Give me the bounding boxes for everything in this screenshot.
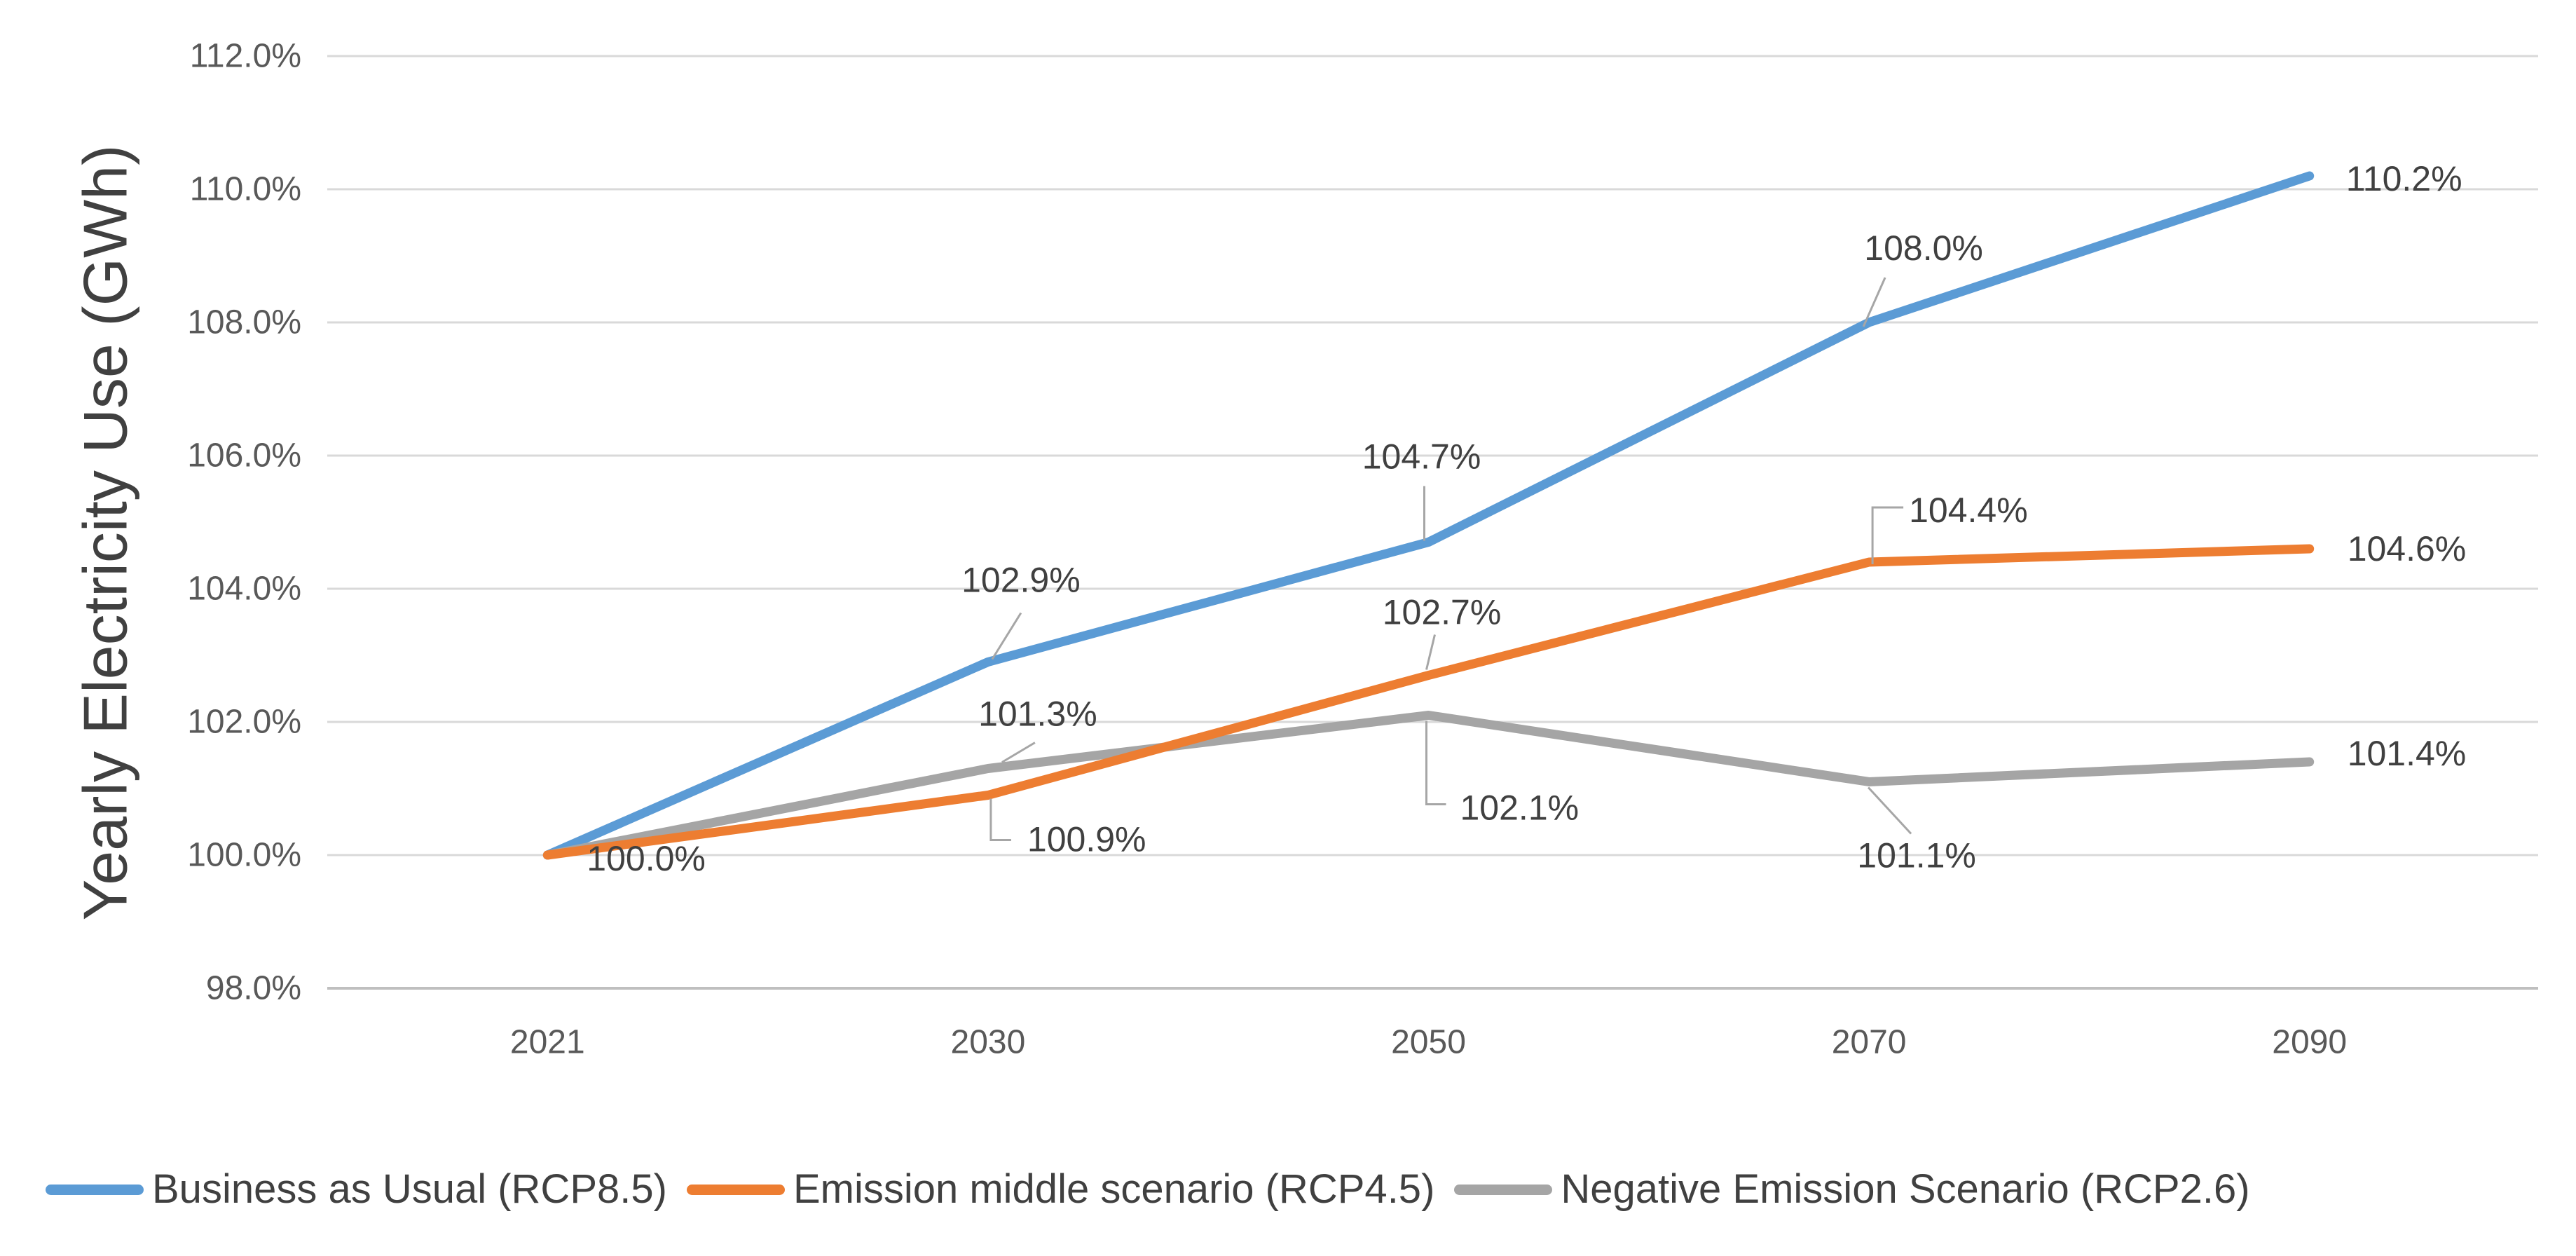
legend: Business as Usual (RCP8.5) Emission midd… xyxy=(46,1169,2250,1210)
gridlines-group xyxy=(327,55,2538,990)
data-label: 101.4% xyxy=(2348,734,2467,773)
series-line-1 xyxy=(542,544,2315,860)
label-leader-line xyxy=(1867,786,1912,835)
legend-line-swatch-orange xyxy=(686,1184,785,1195)
plot-area: 100.0% 102.9% 104.7% 108.0% 110.2% 100.9% 102.… xyxy=(71,38,2538,1061)
x-tick-label: 2021 xyxy=(510,1024,585,1061)
legend-item-business-as-usual: Business as Usual (RCP8.5) xyxy=(46,1169,667,1210)
y-tick-label: 106.0% xyxy=(187,437,301,475)
y-tick-label: 102.0% xyxy=(187,704,301,741)
data-label: 110.2% xyxy=(2346,159,2462,198)
label-leader-line xyxy=(989,798,1011,841)
legend-label: Business as Usual (RCP8.5) xyxy=(152,1166,667,1212)
data-label: 104.4% xyxy=(1909,491,2028,530)
x-tick-label: 2050 xyxy=(1391,1024,1466,1061)
data-label: 101.1% xyxy=(1857,836,1976,875)
label-leader-line xyxy=(1001,742,1036,763)
legend-label: Negative Emission Scenario (RCP2.6) xyxy=(1561,1166,2250,1212)
axis-ticks-group: 112.0% 110.0% 108.0% 106.0% 104.0% 102.0% 100.… xyxy=(187,38,2347,1061)
label-leader-line xyxy=(1425,634,1436,670)
label-leader-line xyxy=(1871,506,1904,564)
y-tick-label: 98.0% xyxy=(206,970,301,1007)
legend-item-emission-middle: Emission middle scenario (RCP4.5) xyxy=(686,1166,1435,1212)
label-leader-line xyxy=(991,612,1022,660)
data-label: 102.1% xyxy=(1460,789,1580,828)
label-leader-line xyxy=(1425,721,1446,805)
data-label: 100.9% xyxy=(1027,820,1146,859)
series-line-2 xyxy=(542,711,2315,860)
x-tick-label: 2030 xyxy=(951,1024,1026,1061)
series-group xyxy=(542,171,2315,860)
y-tick-label: 108.0% xyxy=(187,304,301,341)
legend-line-swatch-gray xyxy=(1454,1184,1553,1195)
x-tick-label: 2070 xyxy=(1832,1024,1907,1061)
legend-item-negative-emission: Negative Emission Scenario (RCP2.6) xyxy=(1454,1166,2250,1212)
x-tick-label: 2090 xyxy=(2272,1024,2347,1061)
data-label: 104.7% xyxy=(1362,437,1481,477)
y-tick-label: 100.0% xyxy=(187,837,301,874)
y-tick-label: 104.0% xyxy=(187,571,301,608)
data-labels-group: 100.0% 102.9% 104.7% 108.0% 110.2% 100.9% 102.… xyxy=(587,159,2466,878)
data-label: 102.9% xyxy=(961,561,1081,600)
data-label: 101.3% xyxy=(978,695,1097,734)
legend-line-swatch-blue xyxy=(46,1184,144,1195)
y-tick-label: 112.0% xyxy=(190,38,301,75)
data-label: 104.6% xyxy=(2348,529,2467,568)
data-label: 102.7% xyxy=(1383,593,1502,632)
label-leader-line xyxy=(1862,277,1886,327)
y-axis-title: Yearly Electricity Use (GWh) xyxy=(71,145,140,921)
data-label: 108.0% xyxy=(1864,228,1983,268)
legend-label: Emission middle scenario (RCP4.5) xyxy=(793,1166,1435,1212)
y-tick-label: 110.0% xyxy=(190,171,301,208)
series-line-0 xyxy=(542,171,2315,860)
data-label: 100.0% xyxy=(587,839,706,878)
